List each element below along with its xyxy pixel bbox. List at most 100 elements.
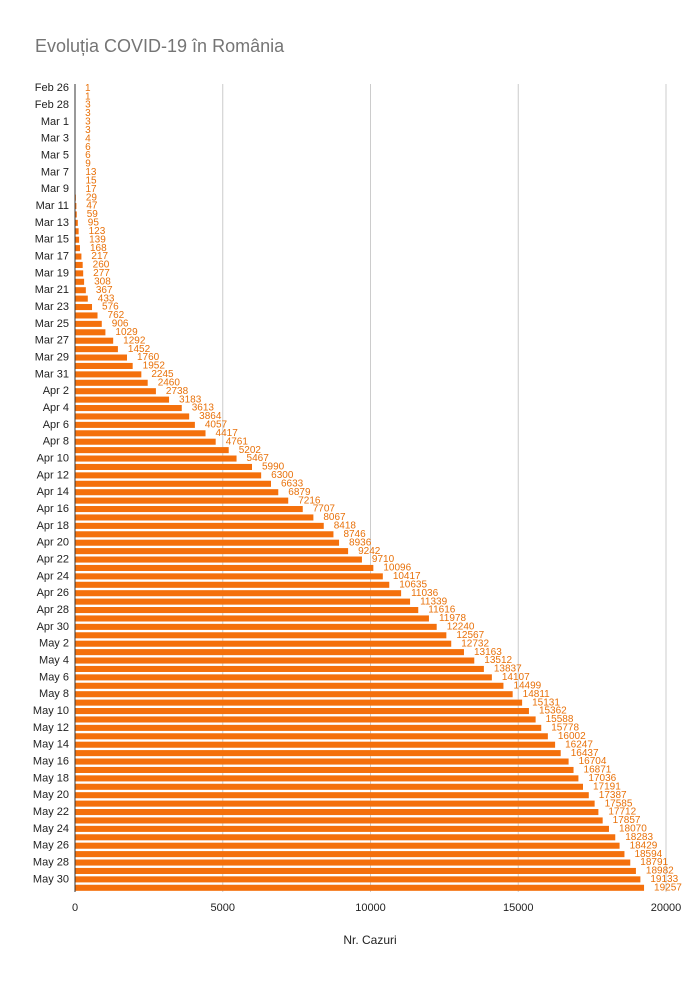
bar	[75, 489, 278, 495]
bar	[75, 447, 229, 453]
bar	[75, 523, 324, 529]
bar	[75, 708, 529, 714]
y-tick-label: Apr 6	[43, 419, 69, 431]
bar	[75, 767, 574, 773]
bar	[75, 254, 81, 260]
y-tick-label: Apr 20	[37, 537, 69, 549]
bar	[75, 321, 102, 327]
bar	[75, 860, 630, 866]
bar	[75, 262, 83, 268]
bar	[75, 296, 88, 302]
bar	[75, 885, 644, 891]
bar	[75, 624, 437, 630]
y-tick-label: Apr 30	[37, 621, 69, 633]
bar	[75, 338, 113, 344]
y-tick-label: May 8	[39, 688, 69, 700]
y-tick-label: Mar 3	[41, 133, 69, 145]
bar	[75, 481, 271, 487]
bar	[75, 540, 339, 546]
y-tick-label: Apr 26	[37, 587, 69, 599]
bar	[75, 304, 92, 310]
x-axis-label: Nr. Cazuri	[343, 933, 396, 947]
bar	[75, 750, 561, 756]
bar	[75, 784, 583, 790]
bar	[75, 716, 536, 722]
y-tick-label: Apr 8	[43, 436, 69, 448]
bar	[75, 565, 373, 571]
value-label: 19257	[654, 882, 682, 893]
y-tick-label: Mar 5	[41, 149, 69, 161]
bar	[75, 228, 79, 234]
bar	[75, 843, 620, 849]
bar	[75, 826, 609, 832]
y-tick-label: May 20	[33, 789, 69, 801]
y-tick-label: May 18	[33, 772, 69, 784]
y-tick-label: May 6	[39, 671, 69, 683]
y-tick-label: Mar 29	[35, 351, 69, 363]
y-tick-label: Mar 23	[35, 301, 69, 313]
y-tick-label: Apr 14	[37, 486, 69, 498]
bar	[75, 876, 640, 882]
y-tick-label: Apr 24	[37, 570, 69, 582]
y-tick-label: Apr 4	[43, 402, 69, 414]
bar	[75, 649, 464, 655]
bar	[75, 287, 86, 293]
y-tick-label: Feb 28	[35, 99, 69, 111]
bar	[75, 548, 348, 554]
bar	[75, 851, 624, 857]
bar	[75, 380, 148, 386]
bar	[75, 472, 261, 478]
bar	[75, 531, 333, 537]
bar	[75, 700, 522, 706]
bar	[75, 422, 195, 428]
bar	[75, 237, 79, 243]
y-tick-label: Apr 18	[37, 520, 69, 532]
bar	[75, 464, 252, 470]
bar	[75, 245, 80, 251]
x-tick-label: 10000	[355, 902, 386, 914]
y-tick-label: May 28	[33, 856, 69, 868]
y-tick-label: Mar 21	[35, 284, 69, 296]
y-tick-label: Mar 25	[35, 318, 69, 330]
bar	[75, 801, 595, 807]
y-tick-label: Mar 19	[35, 267, 69, 279]
y-tick-label: Apr 2	[43, 385, 69, 397]
y-tick-label: Apr 28	[37, 604, 69, 616]
y-tick-label: Mar 31	[35, 368, 69, 380]
y-tick-label: Mar 11	[36, 200, 69, 212]
bar	[75, 270, 83, 276]
y-tick-label: May 22	[33, 806, 69, 818]
x-tick-label: 0	[72, 902, 78, 914]
bar	[75, 413, 189, 419]
bar	[75, 691, 513, 697]
bar	[75, 355, 127, 361]
bar	[75, 312, 98, 318]
bar	[75, 573, 383, 579]
bar	[75, 683, 503, 689]
bar	[75, 674, 492, 680]
y-tick-label: Mar 9	[41, 183, 69, 195]
bar	[75, 397, 169, 403]
bar	[75, 742, 555, 748]
bar	[75, 388, 156, 394]
bar	[75, 641, 451, 647]
y-tick-label: May 30	[33, 873, 69, 885]
bar	[75, 725, 541, 731]
bar	[75, 868, 636, 874]
bar	[75, 590, 401, 596]
bar	[75, 582, 389, 588]
bar	[75, 329, 105, 335]
bar	[75, 615, 429, 621]
y-tick-label: Mar 17	[35, 250, 69, 262]
bar	[75, 733, 548, 739]
y-tick-label: Apr 16	[37, 503, 69, 515]
bar	[75, 346, 118, 352]
bar	[75, 557, 362, 563]
bar	[75, 607, 418, 613]
x-tick-label: 20000	[651, 902, 682, 914]
bar	[75, 817, 603, 823]
x-tick-label: 15000	[503, 902, 534, 914]
bar	[75, 632, 446, 638]
